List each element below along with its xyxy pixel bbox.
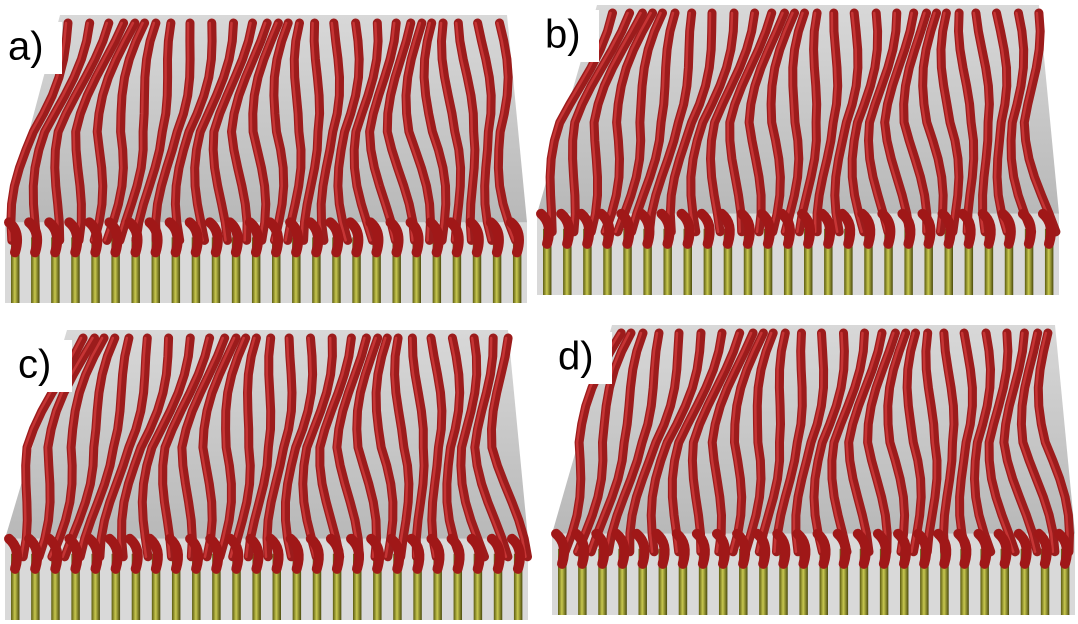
panels: a) b) c) d) [0, 5, 1075, 620]
panel: c) [5, 330, 528, 620]
panel-label: b) [545, 13, 581, 57]
panel-label: d) [558, 335, 594, 379]
panel-label: a) [8, 25, 44, 69]
panel: a) [0, 15, 527, 303]
figure: a) b) c) d) [0, 0, 1078, 624]
panel: b) [537, 5, 1059, 295]
panel-label: c) [18, 343, 51, 387]
panel: d) [550, 325, 1075, 615]
